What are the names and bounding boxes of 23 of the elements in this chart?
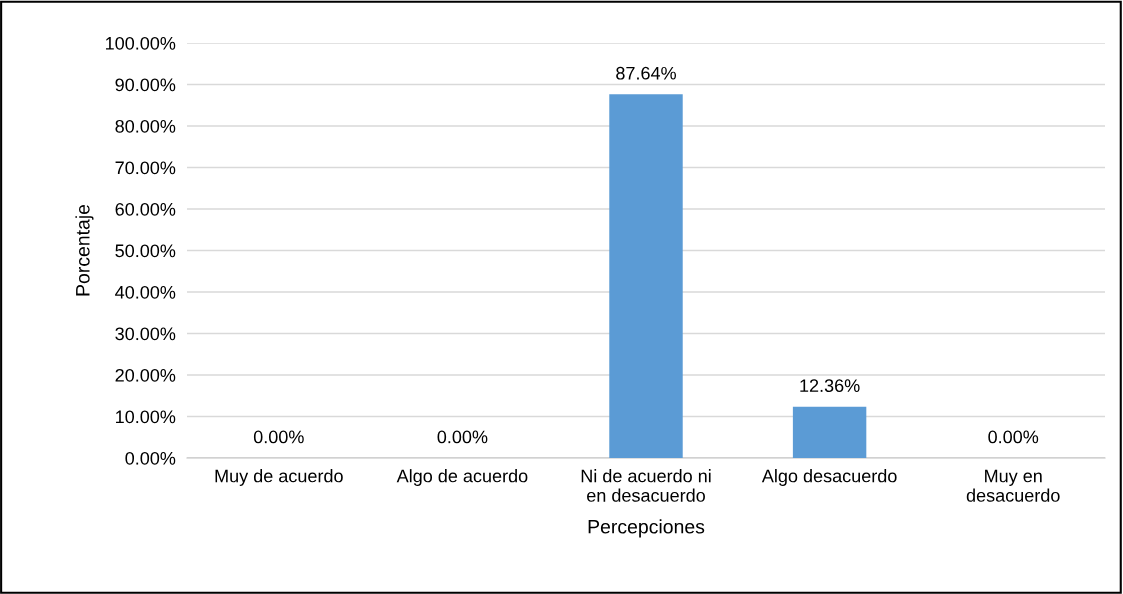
y-tick-label: 20.00% bbox=[115, 368, 176, 382]
x-axis-title: Percepciones bbox=[588, 519, 705, 538]
y-tick-label: 0.00% bbox=[125, 451, 176, 465]
y-tick-label: 90.00% bbox=[115, 78, 176, 92]
x-tick-label: Algo de acuerdo bbox=[396, 469, 528, 486]
y-tick-label: 30.00% bbox=[115, 327, 176, 341]
y-axis-title: Porcentaje bbox=[75, 204, 94, 296]
y-tick-label: 10.00% bbox=[116, 410, 176, 424]
x-tick-label: Ni de acuerdo ni en desacuerdo bbox=[581, 469, 711, 502]
x-tick-label: Muy en desacuerdo bbox=[966, 469, 1060, 502]
data-label: 0.00% bbox=[253, 430, 304, 444]
y-tick-label: 40.00% bbox=[115, 285, 176, 299]
y-tick-label: 50.00% bbox=[115, 244, 176, 258]
x-tick-label: Algo desacuerdo bbox=[761, 469, 897, 486]
data-label: 87.64% bbox=[616, 66, 676, 80]
x-tick-label: Muy de acuerdo bbox=[215, 469, 343, 486]
y-tick-label: 100.00% bbox=[105, 36, 176, 50]
y-tick-label: 80.00% bbox=[115, 119, 176, 133]
data-label: 12.36% bbox=[800, 379, 860, 393]
y-tick-label: 60.00% bbox=[115, 202, 176, 216]
data-label: 0.00% bbox=[437, 430, 488, 444]
y-tick-label: 70.00% bbox=[115, 161, 176, 175]
data-label: 0.00% bbox=[988, 430, 1039, 444]
